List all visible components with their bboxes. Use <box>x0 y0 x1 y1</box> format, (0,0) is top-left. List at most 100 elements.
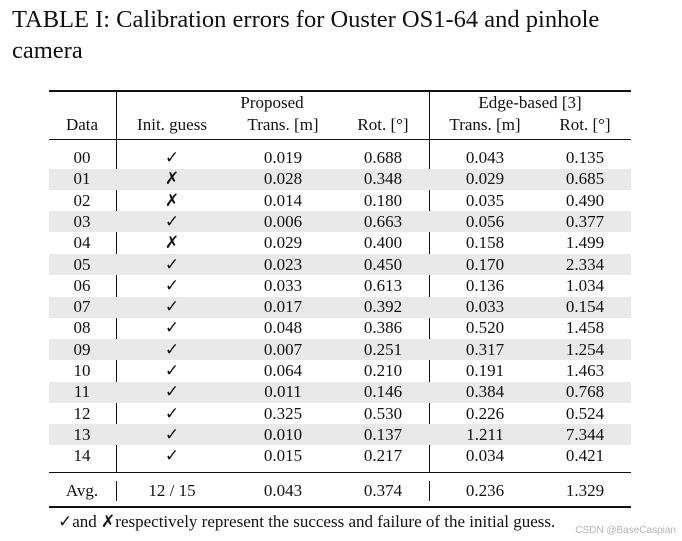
cell-data: 05 <box>73 254 91 274</box>
cell-p-trans: 0.023 <box>263 254 303 274</box>
cell-p-rot: 0.251 <box>363 339 403 359</box>
cell-p-rot: 0.210 <box>363 361 403 380</box>
col-proposed-rot: Rot. [°] <box>357 115 409 134</box>
avg-edge-rot: 1.329 <box>565 481 605 500</box>
cell-e-trans: 0.520 <box>465 318 505 338</box>
cell-data: 08 <box>73 318 91 338</box>
cell-e-trans: 1.211 <box>466 424 504 444</box>
cell-p-trans: 0.011 <box>264 382 302 402</box>
table-caption: TABLE I: Calibration errors for Ouster O… <box>12 6 600 64</box>
cell-e-trans: 0.317 <box>465 339 505 359</box>
cell-guess: ✓ <box>164 424 180 444</box>
cell-guess: ✓ <box>164 275 180 295</box>
cell-p-rot: 0.688 <box>363 148 403 167</box>
cell-data: 12 <box>73 403 91 423</box>
avg-proposed-trans: 0.043 <box>263 481 303 500</box>
cell-p-trans: 0.325 <box>263 403 303 423</box>
cell-p-rot: 0.613 <box>363 275 403 295</box>
cell-data: 00 <box>73 148 91 167</box>
cell-data: 01 <box>73 169 91 189</box>
cell-e-rot: 2.334 <box>565 254 605 274</box>
cell-e-rot: 1.458 <box>565 318 605 338</box>
cell-p-rot: 0.137 <box>363 424 403 444</box>
avg-label: Avg. <box>65 481 99 500</box>
row-shade <box>49 168 631 190</box>
cell-data: 03 <box>73 211 91 231</box>
avg-proposed-rot: 0.374 <box>363 481 403 500</box>
cell-e-rot: 0.524 <box>565 403 605 423</box>
cell-e-rot: 0.768 <box>565 382 605 402</box>
cell-p-rot: 0.663 <box>363 211 403 231</box>
cell-p-rot: 0.180 <box>363 190 403 210</box>
cell-data: 14 <box>73 446 91 466</box>
cell-e-rot: 1.254 <box>565 339 605 359</box>
col-proposed-trans: Trans. [m] <box>247 115 319 134</box>
cell-p-rot: 0.348 <box>363 169 403 189</box>
cell-e-trans: 0.136 <box>465 275 505 295</box>
cell-e-trans: 0.226 <box>465 403 505 423</box>
cell-e-trans: 0.033 <box>465 297 505 317</box>
cell-guess: ✓ <box>164 254 180 274</box>
cell-p-rot: 0.400 <box>363 233 403 253</box>
watermark: CSDN @BaseCaspian <box>575 525 676 536</box>
cell-e-rot: 0.685 <box>565 169 605 189</box>
cell-p-trans: 0.006 <box>263 211 303 231</box>
cell-e-rot: 0.490 <box>565 190 605 210</box>
cell-p-trans: 0.010 <box>263 424 303 444</box>
cell-guess: ✗ <box>164 169 180 189</box>
cell-data: 07 <box>73 297 91 317</box>
group-edge: Edge-based [3] <box>478 93 582 112</box>
avg-guess: 12 / 15 <box>148 481 196 500</box>
cell-p-rot: 0.146 <box>363 382 403 402</box>
row-shade <box>49 424 631 446</box>
cell-guess: ✓ <box>164 361 180 380</box>
cell-e-trans: 0.056 <box>465 211 505 231</box>
cell-guess: ✓ <box>164 403 180 423</box>
cell-p-rot: 0.530 <box>363 403 403 423</box>
row-shade <box>49 254 631 275</box>
row-shade <box>49 296 631 318</box>
cell-p-rot: 0.386 <box>363 318 403 338</box>
row-shade <box>49 211 631 233</box>
cell-guess: ✗ <box>164 233 180 253</box>
avg-edge-trans: 0.236 <box>465 481 505 500</box>
col-edge-rot: Rot. [°] <box>559 115 611 134</box>
cell-p-trans: 0.064 <box>263 361 303 380</box>
cell-e-trans: 0.029 <box>465 169 505 189</box>
bottom-rule <box>49 506 631 508</box>
cell-p-trans: 0.017 <box>263 297 303 317</box>
cell-data: 10 <box>73 361 91 380</box>
cell-e-rot: 7.344 <box>565 424 605 444</box>
cell-guess: ✓ <box>164 148 180 167</box>
table-footnote: ✓and ✗respectively represent the success… <box>58 512 556 531</box>
avg-separator-left <box>116 481 118 501</box>
cell-data: 06 <box>73 275 91 295</box>
cell-guess: ✓ <box>164 339 180 359</box>
cell-e-rot: 0.377 <box>565 211 605 231</box>
cell-e-rot: 1.499 <box>565 233 605 253</box>
cell-p-trans: 0.033 <box>263 275 303 295</box>
cell-guess: ✓ <box>164 382 180 402</box>
cell-p-trans: 0.028 <box>263 169 303 189</box>
body-bottom-rule <box>49 472 631 474</box>
header-rule <box>49 139 631 141</box>
cell-data: 04 <box>73 233 91 253</box>
cell-p-trans: 0.007 <box>263 339 303 359</box>
vline-edge <box>429 92 431 472</box>
cell-guess: ✓ <box>164 446 180 466</box>
cell-e-trans: 0.384 <box>465 382 505 402</box>
avg-separator-right <box>429 481 431 501</box>
row-shade <box>49 381 631 403</box>
cell-data: 02 <box>73 190 91 210</box>
cell-p-trans: 0.015 <box>263 446 303 466</box>
cell-e-trans: 0.191 <box>465 361 505 380</box>
cell-e-rot: 1.034 <box>565 275 605 295</box>
cell-p-rot: 0.450 <box>363 254 403 274</box>
cell-e-trans: 0.034 <box>465 446 505 466</box>
col-edge-trans: Trans. [m] <box>449 115 521 134</box>
cell-e-rot: 0.135 <box>565 148 605 167</box>
cell-e-trans: 0.170 <box>465 254 505 274</box>
group-proposed: Proposed <box>240 93 304 112</box>
top-rule <box>49 90 631 92</box>
cell-guess: ✗ <box>164 190 180 210</box>
